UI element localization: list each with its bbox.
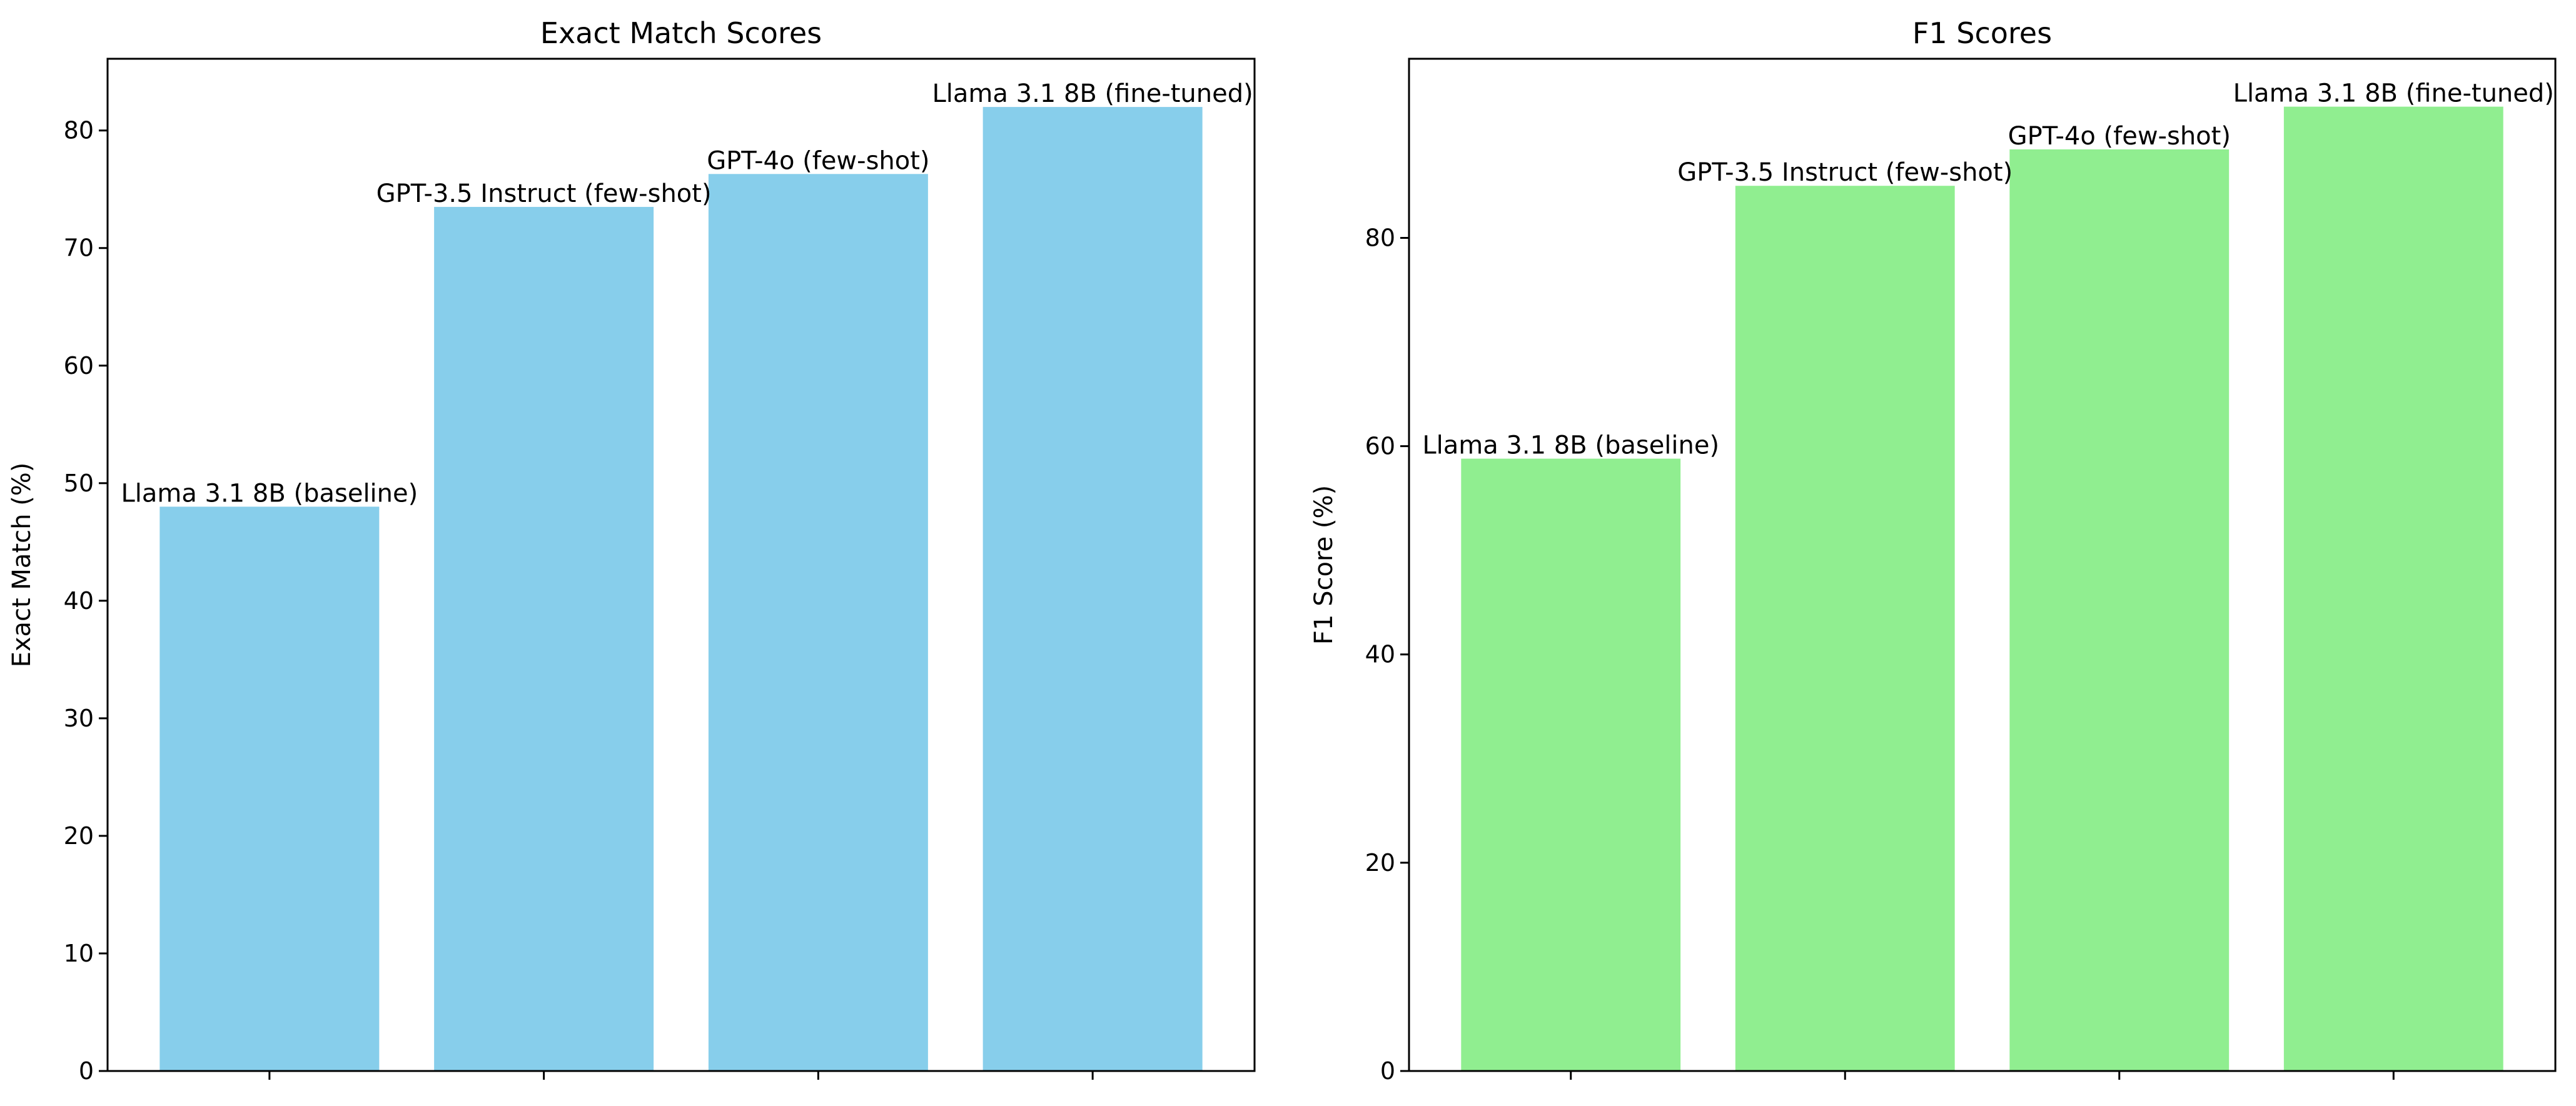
f1-bars bbox=[1461, 106, 2503, 1072]
exact-match-y-tick-label: 60 bbox=[64, 352, 94, 380]
exact-match-bar bbox=[159, 506, 380, 1071]
exact-match-y-tick-label: 40 bbox=[64, 587, 94, 615]
exact-match-bar-label: Llama 3.1 8B (baseline) bbox=[121, 479, 418, 508]
exact-match-y-tick-label: 50 bbox=[64, 470, 94, 497]
exact-match-bar bbox=[982, 107, 1203, 1072]
exact-match-y-tick-label: 20 bbox=[64, 822, 94, 850]
f1-x-ticks bbox=[1570, 1071, 2395, 1080]
exact-match-y-tick-label: 80 bbox=[64, 117, 94, 144]
f1-bar bbox=[1735, 186, 1955, 1072]
exact-match-bar-label: GPT-4o (few-shot) bbox=[707, 146, 929, 175]
f1-panel: Llama 3.1 8B (baseline) GPT-3.5 Instruct … bbox=[1310, 16, 2557, 1085]
exact-match-bars bbox=[159, 107, 1203, 1072]
exact-match-y-axis-label: Exact Match (%) bbox=[8, 463, 36, 668]
f1-bar bbox=[2009, 149, 2230, 1071]
f1-bar-label: GPT-4o (few-shot) bbox=[2008, 122, 2231, 151]
exact-match-y-ticks: 0 10 20 30 40 50 60 70 80 bbox=[64, 117, 108, 1085]
exact-match-y-tick-label: 10 bbox=[64, 940, 94, 967]
f1-y-axis-label: F1 Score (%) bbox=[1310, 485, 1338, 645]
f1-plot-frame bbox=[1408, 58, 2557, 1072]
exact-match-bar-label: GPT-3.5 Instruct (few-shot) bbox=[376, 179, 712, 208]
exact-match-title: Exact Match Scores bbox=[540, 16, 822, 50]
exact-match-data-labels: Llama 3.1 8B (baseline) GPT-3.5 Instruct … bbox=[121, 79, 1253, 508]
f1-data-labels: Llama 3.1 8B (baseline) GPT-3.5 Instruct … bbox=[1422, 79, 2554, 460]
exact-match-y-tick-label: 30 bbox=[64, 705, 94, 732]
f1-bar bbox=[2283, 106, 2503, 1071]
f1-bar-label: Llama 3.1 8B (fine-tuned) bbox=[2233, 79, 2554, 108]
f1-y-tick-label: 20 bbox=[1365, 849, 1395, 877]
f1-y-tick-label: 0 bbox=[1380, 1057, 1395, 1085]
f1-bar-label: GPT-3.5 Instruct (few-shot) bbox=[1677, 158, 2013, 187]
exact-match-x-ticks bbox=[268, 1071, 1094, 1080]
exact-match-bar bbox=[708, 174, 928, 1072]
f1-y-tick-label: 40 bbox=[1365, 641, 1395, 668]
exact-match-plot-frame bbox=[106, 58, 1256, 1072]
exact-match-bar bbox=[434, 206, 654, 1072]
exact-match-y-tick-label: 0 bbox=[79, 1057, 94, 1085]
f1-bar bbox=[1461, 458, 1681, 1071]
exact-match-bar-label: Llama 3.1 8B (fine-tuned) bbox=[932, 79, 1253, 108]
f1-y-ticks: 0 20 40 60 80 bbox=[1365, 224, 1409, 1085]
f1-y-tick-label: 60 bbox=[1365, 433, 1395, 460]
exact-match-y-tick-label: 70 bbox=[64, 234, 94, 262]
f1-title: F1 Scores bbox=[1912, 16, 2052, 50]
f1-y-tick-label: 80 bbox=[1365, 224, 1395, 251]
exact-match-panel: Llama 3.1 8B (baseline) GPT-3.5 Instruct … bbox=[8, 16, 1256, 1085]
f1-bar-label: Llama 3.1 8B (baseline) bbox=[1422, 431, 1719, 460]
